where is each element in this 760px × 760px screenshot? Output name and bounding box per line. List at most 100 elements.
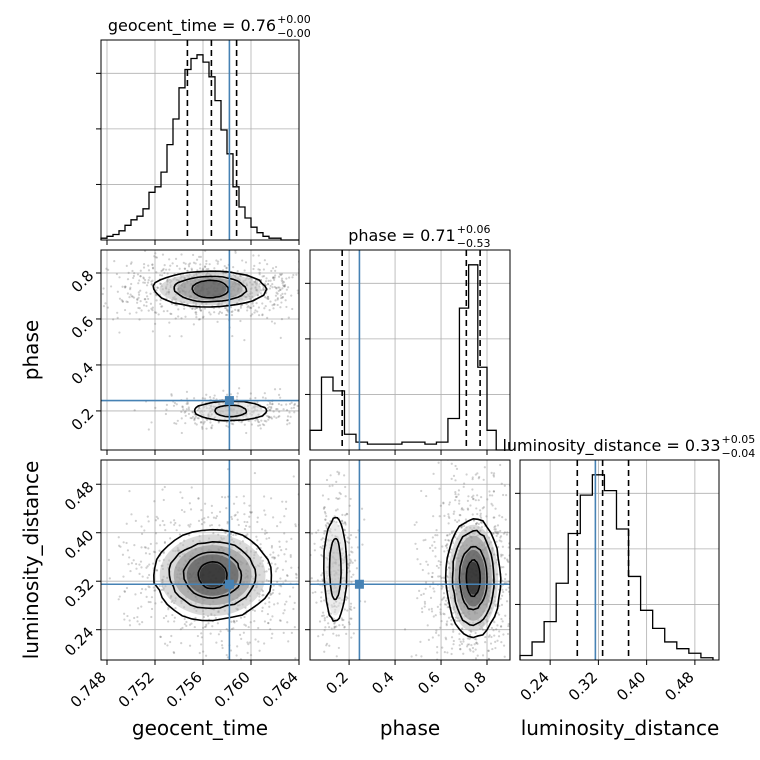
sample-point	[230, 422, 233, 425]
sample-point	[441, 545, 444, 548]
sample-point	[237, 309, 240, 313]
sample-point	[243, 513, 246, 516]
sample-point	[276, 298, 279, 301]
sample-point	[271, 591, 275, 594]
sample-point	[360, 507, 364, 510]
sample-point	[516, 632, 518, 634]
sample-point	[439, 626, 442, 629]
sample-point	[279, 619, 282, 622]
sample-point	[193, 419, 196, 422]
sample-point	[276, 407, 279, 411]
sample-point	[183, 267, 186, 270]
sample-point	[175, 529, 178, 532]
sample-point	[465, 473, 468, 476]
sample-point	[348, 564, 351, 567]
sample-point	[419, 640, 422, 644]
sample-point	[283, 553, 286, 556]
sample-point	[207, 622, 210, 625]
sample-point	[311, 591, 314, 594]
sample-point	[150, 596, 154, 599]
sample-point	[202, 615, 206, 619]
sample-point	[285, 288, 288, 291]
sample-point	[130, 562, 134, 565]
sample-point	[294, 523, 297, 526]
sample-point	[330, 627, 333, 630]
sample-point	[132, 276, 135, 280]
sample-point	[267, 297, 270, 300]
sample-point	[454, 491, 457, 494]
sample-point	[314, 590, 317, 594]
panel-contents	[101, 250, 299, 450]
sample-point	[248, 419, 251, 422]
sample-point	[180, 410, 183, 413]
sample-point	[311, 575, 313, 577]
sample-point	[442, 501, 445, 504]
sample-point	[341, 623, 344, 627]
sample-point	[323, 619, 326, 622]
sample-point	[275, 568, 278, 571]
sample-point	[336, 470, 339, 473]
sample-point	[501, 545, 504, 548]
sample-point	[329, 474, 332, 477]
sample-point	[133, 409, 136, 412]
sample-point	[294, 657, 297, 660]
sample-point	[462, 508, 465, 511]
sample-point	[494, 682, 496, 684]
sample-point	[304, 623, 306, 625]
sample-point	[278, 545, 281, 548]
sample-point	[355, 567, 358, 570]
sample-point	[280, 318, 284, 321]
sample-point	[445, 534, 449, 537]
sample-point	[136, 273, 140, 276]
sample-point	[230, 310, 233, 314]
sample-point	[220, 639, 223, 643]
sample-point	[202, 650, 205, 653]
sample-point	[253, 264, 256, 268]
sample-point	[230, 313, 234, 317]
sample-point	[475, 638, 478, 641]
sample-point	[194, 415, 197, 418]
sample-point	[143, 278, 147, 282]
sample-point	[126, 278, 130, 281]
sample-point	[435, 629, 438, 632]
sample-point	[325, 642, 329, 645]
sample-point	[133, 616, 136, 620]
sample-point	[441, 585, 444, 588]
sample-point	[116, 316, 119, 319]
sample-point	[272, 556, 275, 559]
sample-point	[446, 606, 449, 609]
sample-point	[265, 579, 268, 582]
sample-point	[438, 575, 442, 578]
sample-point	[270, 416, 273, 419]
sample-point	[462, 640, 465, 643]
sample-point	[249, 621, 252, 624]
sample-point	[292, 273, 295, 277]
sample-point	[502, 493, 505, 497]
sample-point	[180, 253, 183, 256]
sample-point	[497, 545, 500, 549]
sample-point	[450, 530, 454, 533]
sample-point	[249, 314, 252, 317]
sample-point	[268, 309, 271, 312]
sample-point	[289, 555, 292, 558]
histogram-step	[519, 474, 714, 660]
sample-point	[196, 269, 199, 272]
sample-point	[241, 259, 244, 262]
sample-point	[527, 642, 529, 644]
sample-point	[185, 390, 189, 393]
sample-point	[257, 424, 260, 427]
sample-point	[281, 280, 284, 283]
sample-point	[102, 287, 105, 290]
sample-point	[118, 331, 121, 334]
sample-point	[257, 254, 260, 257]
sample-point	[341, 618, 344, 622]
sample-point	[506, 531, 509, 534]
sample-point	[145, 595, 148, 598]
sample-point	[450, 647, 454, 650]
sample-point	[266, 414, 269, 418]
sample-point	[243, 269, 246, 272]
sample-point	[150, 280, 153, 283]
sample-point	[220, 311, 224, 314]
sample-point	[349, 562, 352, 565]
panel-title: phase = 0.71	[348, 226, 455, 245]
